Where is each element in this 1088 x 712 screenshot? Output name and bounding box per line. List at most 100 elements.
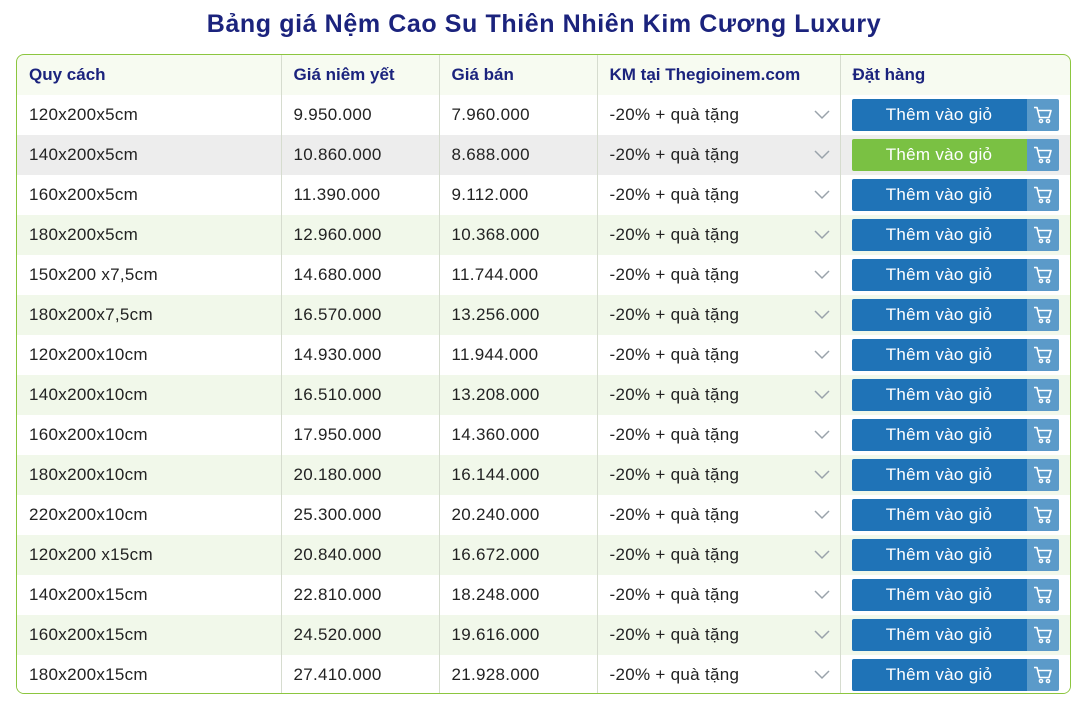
chevron-down-icon[interactable]	[813, 190, 830, 200]
sale-price-cell: 7.960.000	[439, 95, 598, 135]
promotion-select[interactable]: -20% + quà tặng	[610, 505, 840, 525]
add-to-cart-button[interactable]: Thêm vào giỏ	[851, 99, 1059, 131]
promotion-select[interactable]: -20% + quà tặng	[610, 185, 840, 205]
promotion-cell[interactable]: -20% + quà tặng	[597, 295, 841, 335]
add-to-cart-label: Thêm vào giỏ	[851, 659, 1027, 691]
size-cell: 140x200x5cm	[17, 135, 282, 175]
list-price-cell: 25.300.000	[281, 495, 440, 535]
table-row: 150x200 x7,5cm 14.680.000 11.744.000 -20% +…	[17, 255, 1070, 295]
add-to-cart-button[interactable]: Thêm vào giỏ	[851, 139, 1059, 171]
order-cell: Thêm vào giỏ	[840, 295, 1070, 335]
sale-price-cell: 9.112.000	[439, 175, 598, 215]
add-to-cart-label: Thêm vào giỏ	[851, 499, 1027, 531]
size-cell: 180x200x10cm	[17, 455, 282, 495]
promotion-label: -20% + quà tặng	[609, 145, 740, 164]
promotion-cell[interactable]: -20% + quà tặng	[597, 175, 841, 215]
table-row: 180x200x5cm 12.960.000 10.368.000 -20% + qu…	[17, 215, 1070, 255]
chevron-down-icon[interactable]	[813, 310, 830, 320]
size-cell: 160x200x15cm	[17, 615, 282, 655]
promotion-select[interactable]: -20% + quà tặng	[610, 145, 840, 165]
sale-price-cell: 14.360.000	[439, 415, 598, 455]
promotion-select[interactable]: -20% + quà tặng	[610, 425, 840, 445]
chevron-down-icon[interactable]	[813, 110, 830, 120]
add-to-cart-label: Thêm vào giỏ	[851, 619, 1027, 651]
add-to-cart-button[interactable]: Thêm vào giỏ	[851, 219, 1059, 251]
chevron-down-icon[interactable]	[813, 590, 830, 600]
promotion-cell[interactable]: -20% + quà tặng	[597, 335, 841, 375]
chevron-down-icon[interactable]	[813, 510, 830, 520]
promotion-cell[interactable]: -20% + quà tặng	[597, 415, 841, 455]
promotion-select[interactable]: -20% + quà tặng	[610, 385, 840, 405]
cart-icon	[1026, 579, 1059, 611]
add-to-cart-button[interactable]: Thêm vào giỏ	[851, 259, 1059, 291]
add-to-cart-button[interactable]: Thêm vào giỏ	[851, 299, 1059, 331]
promotion-cell[interactable]: -20% + quà tặng	[597, 95, 841, 135]
promotion-cell[interactable]: -20% + quà tặng	[597, 215, 841, 255]
size-cell: 160x200x5cm	[17, 175, 282, 215]
size-cell: 140x200x10cm	[17, 375, 282, 415]
chevron-down-icon[interactable]	[813, 270, 830, 280]
chevron-down-icon[interactable]	[813, 630, 830, 640]
list-price-cell: 24.520.000	[281, 615, 440, 655]
promotion-cell[interactable]: -20% + quà tặng	[597, 455, 841, 495]
add-to-cart-button[interactable]: Thêm vào giỏ	[851, 659, 1059, 691]
promotion-cell[interactable]: -20% + quà tặng	[597, 535, 841, 575]
order-cell: Thêm vào giỏ	[840, 135, 1070, 175]
header-order: Đặt hàng	[852, 65, 926, 84]
chevron-down-icon[interactable]	[813, 350, 830, 360]
chevron-down-icon[interactable]	[813, 390, 830, 400]
table-row: 140x200x10cm 16.510.000 13.208.000 -20% + q…	[17, 375, 1070, 415]
promotion-select[interactable]: -20% + quà tặng	[610, 105, 840, 125]
chevron-down-icon[interactable]	[813, 430, 830, 440]
promotion-select[interactable]: -20% + quà tặng	[610, 625, 840, 645]
promotion-cell[interactable]: -20% + quà tặng	[597, 575, 841, 615]
cart-icon	[1026, 419, 1059, 451]
add-to-cart-button[interactable]: Thêm vào giỏ	[851, 339, 1059, 371]
add-to-cart-label: Thêm vào giỏ	[851, 219, 1027, 251]
promotion-cell[interactable]: -20% + quà tặng	[597, 495, 841, 535]
size-cell: 180x200x5cm	[17, 215, 282, 255]
promotion-select[interactable]: -20% + quà tặng	[610, 465, 840, 485]
promotion-select[interactable]: -20% + quà tặng	[610, 545, 840, 565]
add-to-cart-button[interactable]: Thêm vào giỏ	[851, 419, 1059, 451]
promotion-select[interactable]: -20% + quà tặng	[610, 305, 840, 325]
table-row: 120x200 x15cm 20.840.000 16.672.000 -20% + …	[17, 535, 1070, 575]
promotion-select[interactable]: -20% + quà tặng	[610, 345, 840, 365]
sale-price-cell: 13.256.000	[439, 295, 598, 335]
add-to-cart-button[interactable]: Thêm vào giỏ	[851, 539, 1059, 571]
promotion-label: -20% + quà tặng	[609, 345, 740, 364]
add-to-cart-button[interactable]: Thêm vào giỏ	[851, 499, 1059, 531]
add-to-cart-button[interactable]: Thêm vào giỏ	[851, 619, 1059, 651]
cart-icon	[1026, 179, 1059, 211]
order-cell: Thêm vào giỏ	[840, 655, 1070, 693]
promotion-cell[interactable]: -20% + quà tặng	[597, 255, 841, 295]
add-to-cart-label: Thêm vào giỏ	[851, 259, 1027, 291]
header-sale-price: Giá bán	[439, 55, 598, 95]
promotion-cell[interactable]: -20% + quà tặng	[597, 615, 841, 655]
chevron-down-icon[interactable]	[813, 150, 830, 160]
add-to-cart-button[interactable]: Thêm vào giỏ	[851, 579, 1059, 611]
promotion-select[interactable]: -20% + quà tặng	[610, 585, 840, 605]
add-to-cart-button[interactable]: Thêm vào giỏ	[851, 379, 1059, 411]
promotion-label: -20% + quà tặng	[609, 305, 740, 324]
sale-price-cell: 19.616.000	[439, 615, 598, 655]
add-to-cart-button[interactable]: Thêm vào giỏ	[851, 459, 1059, 491]
chevron-down-icon[interactable]	[813, 470, 830, 480]
table-row: 140x200x15cm 22.810.000 18.248.000 -20% + q…	[17, 575, 1070, 615]
table-row: 140x200x5cm 10.860.000 8.688.000 -20% + quà…	[17, 135, 1070, 175]
promotion-cell[interactable]: -20% + quà tặng	[597, 655, 841, 693]
chevron-down-icon[interactable]	[813, 230, 830, 240]
promotion-select[interactable]: -20% + quà tặng	[610, 265, 840, 285]
promotion-cell[interactable]: -20% + quà tặng	[597, 375, 841, 415]
chevron-down-icon[interactable]	[813, 670, 830, 680]
sale-price-cell: 16.672.000	[439, 535, 598, 575]
list-price-cell: 14.680.000	[281, 255, 440, 295]
promotion-cell[interactable]: -20% + quà tặng	[597, 135, 841, 175]
size-cell: 220x200x10cm	[17, 495, 282, 535]
chevron-down-icon[interactable]	[813, 550, 830, 560]
add-to-cart-button[interactable]: Thêm vào giỏ	[851, 179, 1059, 211]
order-cell: Thêm vào giỏ	[840, 535, 1070, 575]
cart-icon	[1026, 259, 1059, 291]
promotion-select[interactable]: -20% + quà tặng	[610, 225, 840, 245]
promotion-select[interactable]: -20% + quà tặng	[610, 665, 840, 685]
